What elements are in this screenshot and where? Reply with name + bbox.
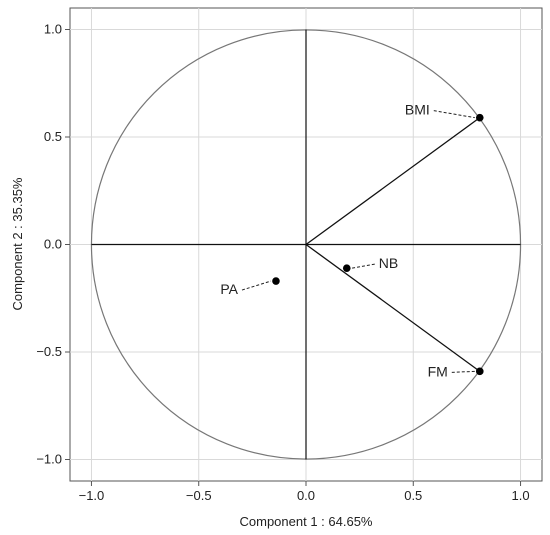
label-pa: PA xyxy=(220,281,238,297)
y-axis-ticks: 1.0 0.5 0.0 −0.5 −1.0 xyxy=(36,22,70,467)
x-tick-label: 1.0 xyxy=(512,488,530,503)
vector-bmi xyxy=(305,117,481,246)
point-pa xyxy=(272,277,280,285)
point-bmi xyxy=(475,113,484,122)
vector-fm xyxy=(305,243,481,372)
y-tick-label: −1.0 xyxy=(36,452,62,467)
leader-fm xyxy=(451,370,475,373)
point-fm xyxy=(475,367,484,376)
leader-nb xyxy=(351,263,375,269)
variable-points: BMI NB PA FM xyxy=(220,102,484,379)
label-fm: FM xyxy=(428,363,448,379)
x-tick-label: 0.0 xyxy=(297,488,315,503)
label-nb: NB xyxy=(379,255,398,271)
x-axis-title: Component 1 : 64.65% xyxy=(240,514,373,529)
leader-pa xyxy=(241,280,272,291)
label-bmi: BMI xyxy=(405,102,430,118)
y-axis-title: Component 2 : 35.35% xyxy=(10,177,25,310)
y-tick-label: 0.0 xyxy=(44,237,62,252)
y-tick-label: −0.5 xyxy=(36,344,62,359)
x-tick-label: −0.5 xyxy=(186,488,212,503)
y-tick-label: 1.0 xyxy=(44,22,62,37)
x-axis-ticks: −1.0 −0.5 0.0 0.5 1.0 xyxy=(79,481,530,503)
leader-bmi xyxy=(433,110,475,119)
point-nb xyxy=(342,264,351,272)
y-tick-label: 0.5 xyxy=(44,129,62,144)
x-tick-label: 0.5 xyxy=(404,488,422,503)
x-tick-label: −1.0 xyxy=(79,488,105,503)
